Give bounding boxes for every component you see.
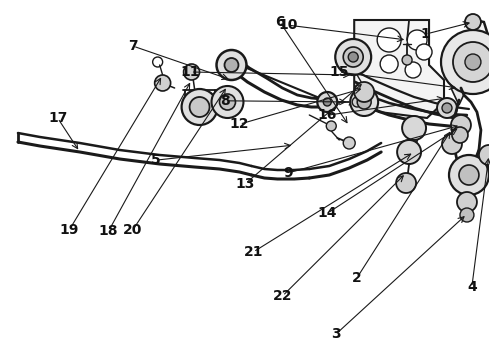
Circle shape (453, 42, 490, 82)
Circle shape (451, 115, 471, 135)
Circle shape (182, 89, 218, 125)
Text: 1: 1 (420, 27, 430, 41)
Text: 22: 22 (273, 289, 293, 303)
Circle shape (457, 192, 477, 212)
Circle shape (442, 134, 462, 154)
Circle shape (442, 103, 452, 113)
Text: 14: 14 (318, 206, 337, 220)
Text: 4: 4 (467, 280, 477, 294)
Circle shape (407, 30, 427, 50)
Text: 20: 20 (123, 223, 143, 237)
Text: 12: 12 (230, 117, 249, 131)
Text: 16: 16 (318, 108, 337, 122)
Circle shape (465, 54, 481, 70)
Circle shape (217, 50, 246, 80)
Circle shape (416, 44, 432, 60)
Text: 15: 15 (329, 65, 348, 79)
Text: 19: 19 (60, 223, 79, 237)
Circle shape (377, 28, 401, 52)
Circle shape (350, 88, 378, 116)
Circle shape (335, 39, 371, 75)
Text: 7: 7 (128, 39, 138, 53)
Text: 13: 13 (236, 177, 255, 190)
Text: 2: 2 (352, 271, 362, 285)
Circle shape (348, 52, 358, 62)
Polygon shape (461, 20, 489, 90)
Text: 18: 18 (99, 224, 118, 238)
Circle shape (479, 145, 490, 165)
Circle shape (343, 47, 363, 67)
Circle shape (397, 140, 421, 164)
Text: 11: 11 (181, 65, 200, 79)
Polygon shape (354, 20, 444, 118)
Circle shape (380, 55, 398, 73)
Polygon shape (451, 88, 467, 105)
Text: 9: 9 (284, 166, 294, 180)
Circle shape (190, 97, 210, 117)
Circle shape (352, 97, 362, 107)
Circle shape (220, 94, 236, 110)
Circle shape (449, 155, 489, 195)
Circle shape (459, 165, 479, 185)
Circle shape (405, 62, 421, 78)
Text: 6: 6 (275, 15, 285, 28)
Circle shape (437, 98, 457, 118)
Circle shape (357, 95, 371, 109)
Circle shape (452, 127, 468, 143)
Circle shape (184, 64, 199, 80)
Circle shape (155, 75, 171, 91)
Circle shape (343, 137, 355, 149)
Circle shape (465, 14, 481, 30)
Circle shape (396, 173, 416, 193)
Circle shape (402, 116, 426, 140)
Circle shape (354, 82, 374, 102)
Circle shape (224, 58, 239, 72)
Circle shape (323, 98, 331, 106)
Text: 17: 17 (48, 111, 68, 125)
Circle shape (402, 55, 412, 65)
Circle shape (460, 208, 474, 222)
Text: 5: 5 (150, 153, 160, 167)
Text: 10: 10 (279, 18, 298, 32)
Circle shape (212, 86, 244, 118)
Text: 3: 3 (332, 327, 341, 341)
Text: 21: 21 (244, 245, 263, 259)
Text: 8: 8 (220, 94, 230, 108)
Circle shape (441, 30, 490, 94)
Circle shape (326, 121, 336, 131)
Circle shape (318, 92, 337, 112)
